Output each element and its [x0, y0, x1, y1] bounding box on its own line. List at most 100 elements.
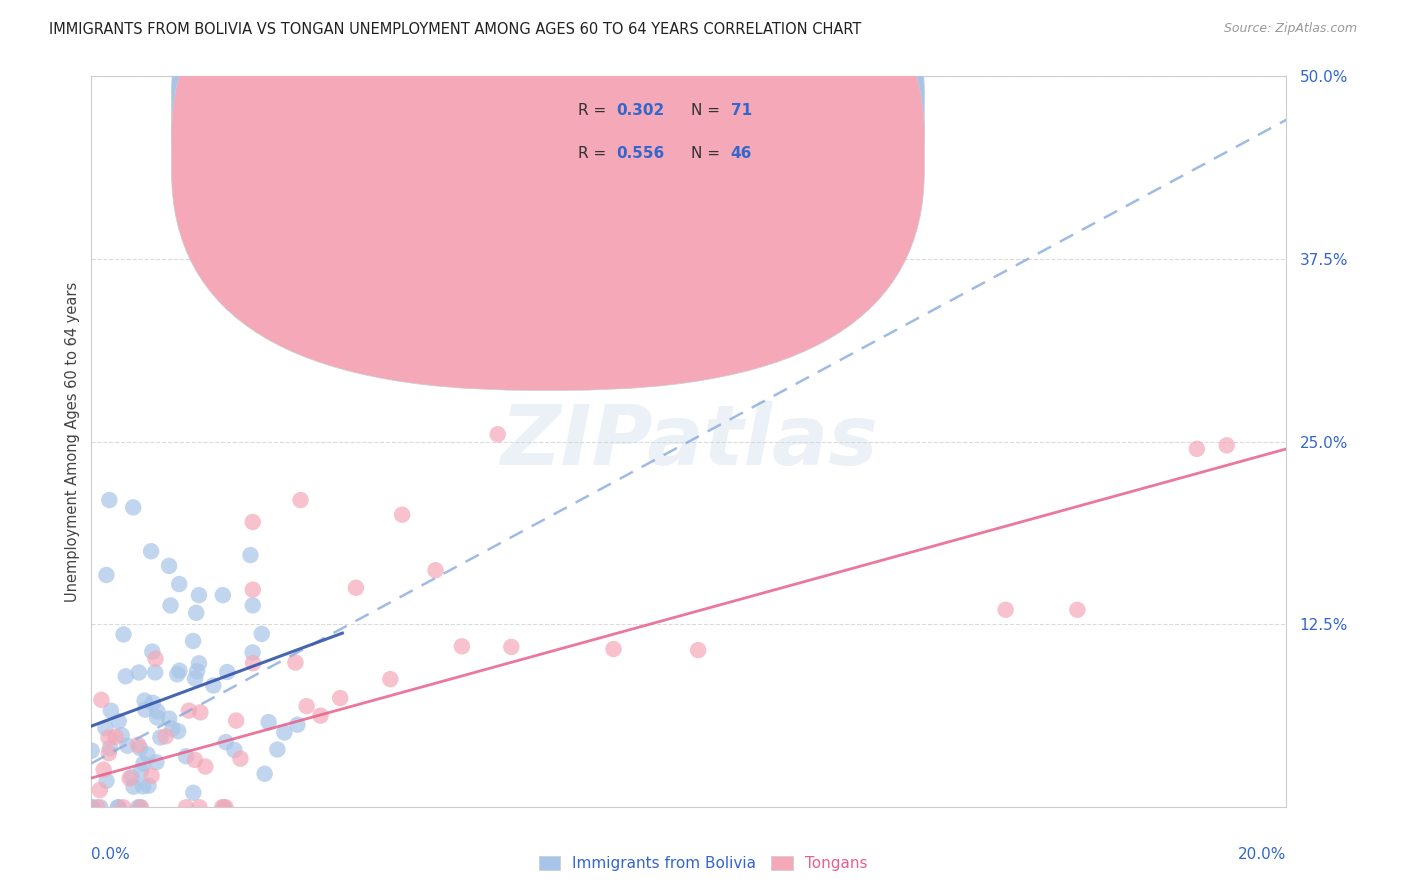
Text: N =: N = — [692, 146, 725, 161]
Point — [145, 756, 167, 770]
Point — [141, 769, 163, 783]
Point — [146, 705, 169, 719]
Point — [121, 770, 143, 784]
Point — [136, 747, 159, 762]
Text: 0.302: 0.302 — [616, 103, 664, 119]
Text: 0.0%: 0.0% — [91, 847, 131, 863]
Point — [104, 730, 127, 744]
Point — [217, 665, 239, 679]
Point — [145, 651, 167, 665]
Point — [141, 544, 163, 558]
Point — [188, 588, 211, 602]
Point — [162, 722, 184, 736]
Text: 46: 46 — [731, 146, 752, 161]
Point — [994, 603, 1017, 617]
Point — [96, 773, 118, 788]
Point — [257, 715, 280, 730]
Point — [89, 800, 111, 814]
Point — [157, 558, 180, 573]
Point — [284, 656, 307, 670]
Point — [224, 743, 246, 757]
Point — [127, 800, 149, 814]
Point — [181, 786, 204, 800]
Text: Source: ZipAtlas.com: Source: ZipAtlas.com — [1223, 22, 1357, 36]
Point — [242, 515, 264, 529]
Point — [155, 729, 177, 743]
Point — [96, 568, 118, 582]
Point — [239, 548, 262, 562]
Point — [157, 712, 180, 726]
Point — [287, 717, 309, 731]
Point — [138, 779, 160, 793]
Point — [242, 657, 264, 671]
FancyBboxPatch shape — [172, 0, 924, 391]
Point — [98, 741, 121, 756]
Point — [184, 753, 207, 767]
FancyBboxPatch shape — [172, 0, 924, 348]
Point — [242, 582, 264, 597]
Point — [1216, 438, 1239, 452]
Text: 71: 71 — [731, 103, 752, 119]
Point — [344, 581, 367, 595]
Point — [128, 665, 150, 680]
Point — [391, 508, 413, 522]
Point — [181, 634, 204, 648]
Point — [107, 800, 129, 814]
Point — [211, 800, 233, 814]
Point — [129, 764, 152, 778]
Point — [127, 738, 149, 752]
Point — [132, 756, 155, 771]
Point — [420, 354, 443, 368]
FancyBboxPatch shape — [503, 76, 851, 189]
Point — [167, 724, 190, 739]
Point — [146, 710, 169, 724]
Point — [141, 644, 163, 658]
Point — [266, 742, 288, 756]
Point — [90, 693, 112, 707]
Point — [1185, 442, 1208, 456]
Point — [329, 691, 352, 706]
Point — [129, 800, 152, 814]
Point — [501, 640, 523, 654]
Point — [167, 577, 190, 591]
Point — [166, 667, 188, 681]
Point — [174, 800, 197, 814]
Point — [212, 800, 235, 814]
Point — [129, 741, 152, 756]
Text: R =: R = — [578, 146, 612, 161]
Point — [225, 714, 247, 728]
Point — [149, 731, 172, 745]
Text: 0.556: 0.556 — [616, 146, 664, 161]
Point — [290, 493, 312, 508]
Point — [134, 693, 156, 707]
Point — [112, 800, 135, 814]
Point — [214, 800, 236, 814]
Point — [229, 752, 252, 766]
Point — [97, 746, 120, 760]
Point — [188, 800, 211, 814]
Point — [425, 563, 447, 577]
Point — [118, 772, 141, 786]
Point — [107, 800, 129, 814]
Point — [94, 721, 117, 735]
Point — [122, 780, 145, 794]
Point — [188, 186, 211, 200]
Point — [174, 749, 197, 764]
Point — [132, 780, 155, 794]
Point — [194, 759, 217, 773]
Point — [82, 800, 104, 814]
Point — [211, 588, 233, 602]
Point — [202, 679, 225, 693]
Point — [602, 642, 624, 657]
Point — [1066, 603, 1088, 617]
Point — [450, 640, 472, 654]
Point — [309, 708, 332, 723]
Point — [177, 704, 200, 718]
Point — [86, 800, 108, 814]
Point — [114, 669, 136, 683]
Point — [242, 599, 264, 613]
Point — [159, 599, 181, 613]
Point — [184, 672, 207, 686]
Text: N =: N = — [692, 103, 725, 119]
Point — [142, 696, 165, 710]
